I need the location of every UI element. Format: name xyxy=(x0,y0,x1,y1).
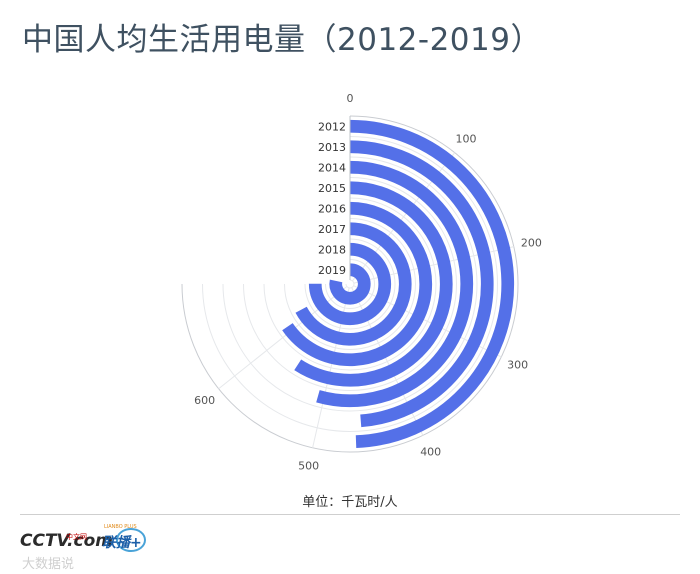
angle-tick-label: 600 xyxy=(194,394,215,407)
grid-ring xyxy=(263,197,437,371)
angle-tick-label: 500 xyxy=(298,459,319,472)
bar-2018 xyxy=(308,242,392,326)
lianbo-logo: LIANBO PLUS 联播+ xyxy=(100,524,150,552)
radius-tick-label: 2018 xyxy=(318,243,346,256)
grid-ring xyxy=(181,115,519,453)
bar-2019 xyxy=(329,263,371,305)
bars-layer xyxy=(282,119,515,448)
cctv-logo-text: CCTV.com xyxy=(20,531,113,551)
grid-ring xyxy=(222,156,478,412)
bar-2015 xyxy=(294,181,453,387)
grid-ring xyxy=(304,238,396,330)
lianbo-logo-ring xyxy=(116,528,146,552)
radius-tick-label: 2014 xyxy=(318,161,346,174)
grid-ring xyxy=(243,177,457,391)
radius-tick-label: 2013 xyxy=(318,141,346,154)
angle-tick-label: 0 xyxy=(347,92,354,105)
labels-layer: 0 100 200 300 400 500 600 2012 2013 2014 2015 2016 2… xyxy=(194,92,542,472)
bar-2017 xyxy=(295,222,412,346)
grid-ring xyxy=(345,279,355,289)
radius-tick-label: 2012 xyxy=(318,120,346,133)
cctv-logo-small: 中文网 xyxy=(66,533,87,541)
angle-tick-label: 400 xyxy=(420,446,441,459)
watermark: 大数据说 xyxy=(22,557,75,572)
angle-tick-label: 100 xyxy=(455,133,476,146)
grid-ring xyxy=(284,218,416,350)
radius-tick-label: 2015 xyxy=(318,182,346,195)
unit-label: 单位：千瓦时/人 xyxy=(302,495,398,510)
radius-tick-label: 2016 xyxy=(318,202,346,215)
angle-tick-label: 200 xyxy=(521,237,542,250)
footer-divider xyxy=(20,514,680,515)
radius-tick-label: 2019 xyxy=(318,264,346,277)
lianbo-logo-text: 联播+ xyxy=(102,535,142,551)
angle-tick-label: 300 xyxy=(507,359,528,372)
bar-2013 xyxy=(349,140,494,428)
bar-2016 xyxy=(282,201,433,367)
chart-title: 中国人均生活用电量（2012-2019） xyxy=(22,22,542,58)
radius-tick-label: 2017 xyxy=(318,223,346,236)
bar-2014 xyxy=(316,160,474,408)
lianbo-logo-small: LIANBO PLUS xyxy=(104,524,137,530)
grid-ring xyxy=(202,136,498,432)
bar-2012 xyxy=(349,119,515,448)
cctv-logo: CCTV.com 中文网 xyxy=(20,530,113,552)
